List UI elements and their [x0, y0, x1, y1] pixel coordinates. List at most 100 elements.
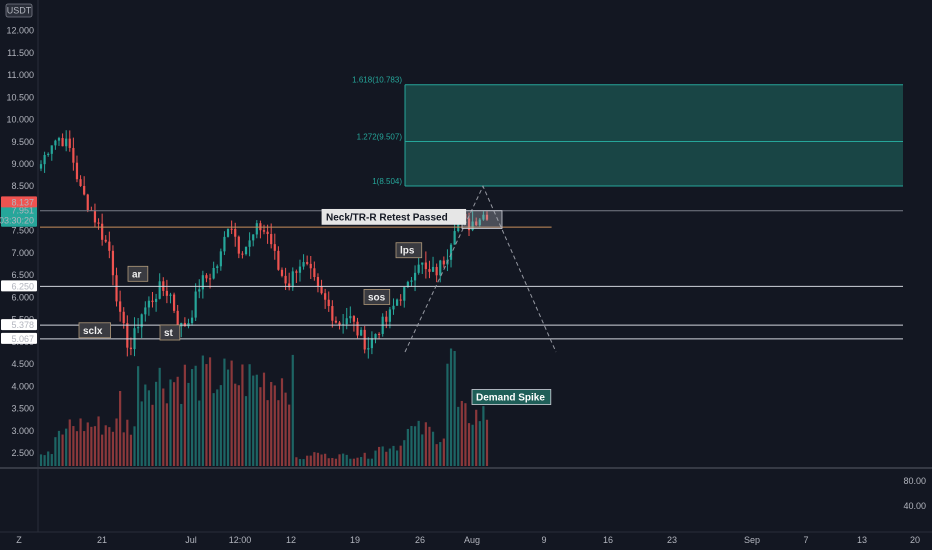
volume-bar	[133, 426, 136, 466]
volume-bar	[374, 450, 377, 466]
price-tick-label: 9.000	[11, 159, 34, 169]
volume-bar	[316, 452, 320, 466]
annotation-box[interactable]	[471, 389, 552, 405]
time-axis-labels: 21 Jul 12:00 12 19 26 Aug 9 16 23 Sep 7 13 20	[97, 535, 920, 545]
fib-extension-zone[interactable]: 1.618(10.783) 1.272(9.507) 1(8.504)	[352, 76, 903, 187]
candle-body	[270, 234, 273, 245]
volume-bar	[47, 451, 50, 466]
volume-bar	[370, 458, 374, 466]
annotation-box[interactable]	[159, 324, 181, 341]
projection-lines[interactable]	[404, 185, 557, 353]
timezone-z-label[interactable]: Z	[16, 535, 22, 545]
volume-bar	[471, 424, 474, 466]
candle-body	[478, 219, 481, 226]
volume-bar	[338, 454, 341, 466]
candle-body	[360, 329, 363, 336]
candle-body	[273, 244, 276, 251]
annotation-box[interactable]	[127, 265, 149, 282]
annotation-box[interactable]	[395, 242, 423, 259]
volume-bar	[158, 367, 161, 466]
volume-bar	[262, 372, 266, 466]
annotation-label: st	[164, 328, 174, 339]
time-tick-label: 23	[667, 535, 677, 545]
annotations[interactable]: Neck/TR-R Retest Passed ar sclx st lps sos Dem…	[78, 208, 552, 405]
volume-bar	[385, 451, 388, 466]
volume-bar	[331, 457, 334, 466]
volume-bar	[75, 431, 79, 466]
candle-body	[223, 236, 226, 252]
volume-bar	[457, 406, 460, 466]
candle-body	[101, 223, 104, 240]
price-tick-label: 12.000	[6, 26, 34, 36]
volume-bar	[259, 387, 262, 466]
volume-bar	[349, 458, 352, 466]
price-tick-label: 7.000	[11, 248, 34, 258]
volume-bar	[115, 418, 118, 466]
volume-bar	[151, 404, 154, 466]
volume-bar	[68, 419, 71, 466]
volume-bar	[244, 396, 248, 466]
price-tick-label: 11.500	[7, 48, 34, 58]
annotation-box[interactable]	[321, 208, 467, 225]
candle-body	[54, 140, 57, 146]
candle-body	[421, 262, 424, 265]
volume-bar	[86, 422, 89, 466]
volume-bar	[79, 418, 82, 466]
volume-bar	[428, 426, 431, 466]
candle-body	[439, 260, 442, 276]
volume-bar	[169, 379, 172, 466]
candle-body	[234, 228, 237, 237]
candle-body	[176, 310, 179, 327]
candle-body	[158, 281, 161, 299]
volume-bar	[119, 391, 122, 466]
volume-bar	[273, 385, 276, 466]
annotation-label: sclx	[83, 326, 103, 337]
volume-bar	[144, 384, 147, 466]
volume-bar	[97, 416, 100, 466]
left-price-scale[interactable]	[0, 0, 38, 532]
candle-body	[331, 306, 334, 321]
oscillator-pane: 80.00 40.00	[903, 476, 926, 511]
volume-bar	[306, 455, 309, 466]
volume-bar	[284, 392, 287, 466]
annotation-label: lps	[400, 246, 415, 257]
candle-body	[252, 234, 255, 241]
candle-body	[237, 236, 240, 254]
candle-body	[140, 314, 143, 328]
volume-bar	[61, 434, 64, 466]
candle-body	[410, 280, 413, 282]
candle-body	[298, 266, 302, 273]
candle-body	[86, 194, 89, 211]
annotation-box[interactable]	[78, 322, 112, 339]
price-tag	[1, 196, 37, 208]
annotation-box[interactable]	[363, 289, 391, 305]
volume-bar	[162, 388, 165, 466]
price-tag-value: 8.137	[11, 197, 34, 207]
candle-body	[194, 291, 197, 318]
retest-highlight-box[interactable]	[461, 210, 503, 229]
volume-bar	[413, 426, 417, 466]
volume-bar	[111, 431, 115, 466]
candle-body	[165, 290, 168, 296]
candle-body	[226, 228, 230, 237]
volume-bar	[176, 376, 179, 466]
candle-body	[316, 277, 320, 287]
price-tick-label: 3.000	[11, 426, 34, 436]
candle-body	[216, 266, 219, 268]
candle-body	[154, 298, 158, 302]
projection-path[interactable]	[404, 185, 557, 353]
price-tag-value: 5.067	[11, 334, 34, 344]
candle-body	[219, 251, 222, 267]
annotation-label: Demand Spike	[476, 393, 545, 404]
volume-bar	[478, 421, 481, 466]
candle-body	[255, 223, 258, 235]
candle-body	[79, 179, 82, 186]
candle-body	[169, 294, 172, 296]
candle-body	[151, 300, 154, 302]
time-tick-label: 20	[910, 535, 920, 545]
volume-bar	[327, 458, 330, 466]
candle-body	[475, 221, 478, 226]
fib-fill	[405, 84, 903, 187]
